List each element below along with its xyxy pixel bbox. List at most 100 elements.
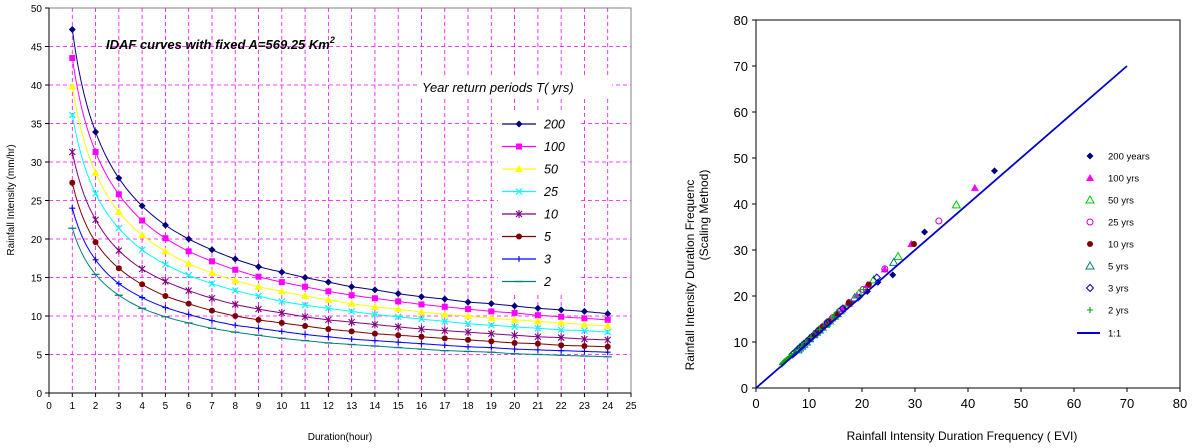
legend-item-100: 100 bbox=[502, 140, 565, 154]
series-200-point bbox=[68, 26, 76, 34]
series-100-point bbox=[185, 248, 192, 255]
y-tick-label: 40 bbox=[31, 81, 43, 92]
series-3-point bbox=[139, 294, 146, 301]
series-10-line bbox=[71, 151, 608, 341]
series-10 bbox=[68, 147, 612, 344]
series-5-point bbox=[488, 338, 495, 345]
legend-label: 25 yrs bbox=[1108, 218, 1134, 229]
series-50-point bbox=[580, 320, 589, 328]
series-10-point bbox=[441, 326, 449, 335]
series-200-point bbox=[348, 283, 356, 291]
legend-swatch-marker bbox=[1087, 307, 1093, 313]
y-tick-label: 0 bbox=[741, 381, 748, 396]
series-5-point bbox=[511, 339, 518, 346]
legend-label: 1:1 bbox=[1108, 329, 1121, 340]
series-10-yrs-point bbox=[845, 299, 852, 306]
series-10-yrs-point bbox=[910, 241, 917, 248]
series-1-1 bbox=[755, 65, 1128, 389]
series-5-point bbox=[325, 326, 332, 333]
idaf-line-chart: 0 1 2 3 4 5 6 7 8 9 10 11 12 13 14 15 16 17 18 19 20 21 22 23 24… bbox=[6, 4, 637, 443]
series-100-point bbox=[581, 315, 588, 322]
series-2-yrs-point bbox=[816, 326, 823, 333]
series-200 bbox=[68, 26, 612, 318]
legend-item-5-yrs: 5 yrs bbox=[1085, 260, 1129, 273]
y-tick-label: 80 bbox=[734, 13, 748, 28]
series-25-point bbox=[115, 224, 123, 232]
legend-swatch-marker bbox=[515, 165, 523, 172]
series-100-point bbox=[395, 298, 402, 305]
series-25-point bbox=[324, 304, 332, 312]
legend-item-50-yrs: 50 yrs bbox=[1085, 194, 1134, 207]
legend-item-5: 5 bbox=[502, 230, 551, 244]
y-tick-label: 5 bbox=[36, 351, 42, 362]
series-5-point bbox=[418, 333, 425, 340]
series-50-point bbox=[394, 305, 403, 313]
series-50-point bbox=[114, 208, 123, 216]
series-200-point bbox=[278, 268, 286, 276]
series-200-point bbox=[255, 263, 263, 271]
legend-label: 25 bbox=[543, 185, 558, 199]
x-tick-label: 25 bbox=[625, 401, 637, 412]
legend-label: 50 yrs bbox=[1108, 196, 1134, 207]
legend-title-box bbox=[418, 76, 612, 98]
legend-item-2: 2 bbox=[502, 275, 551, 289]
x-tick-label: 20 bbox=[509, 401, 521, 412]
x-tick-label: 4 bbox=[139, 401, 145, 412]
axes: 0 10 20 30 40 50 60 70 80 0 10 20 30 40 50 60 70 80 bbox=[734, 13, 1188, 411]
series-3-yrs-point bbox=[803, 336, 812, 346]
series-25-point bbox=[581, 327, 588, 335]
x-tick-label: 11 bbox=[300, 401, 311, 412]
series-3-point bbox=[208, 317, 215, 324]
legend-item-50: 50 bbox=[502, 163, 558, 177]
y-tick-label: 10 bbox=[734, 335, 748, 350]
legend-item-3: 3 bbox=[502, 253, 551, 267]
series-25-point bbox=[371, 311, 379, 318]
series-200-years-point bbox=[991, 167, 998, 175]
series-5-point bbox=[558, 342, 565, 349]
series-3-point bbox=[488, 344, 495, 351]
series-10-point bbox=[464, 328, 472, 337]
series-100-point bbox=[604, 316, 611, 323]
series-3-point bbox=[441, 342, 448, 349]
legend-swatch-marker bbox=[516, 233, 522, 240]
series-5-point bbox=[534, 340, 541, 347]
y-axis-label-line2: (Scaling Method) bbox=[697, 170, 711, 261]
series-50-point bbox=[231, 276, 240, 284]
series-25-point bbox=[534, 324, 542, 332]
series-50-point bbox=[91, 168, 100, 176]
y-tick-label: 25 bbox=[31, 197, 43, 208]
x-tick-label: 0 bbox=[752, 396, 759, 411]
series-100-yrs-point bbox=[880, 265, 889, 273]
series-5-line bbox=[71, 182, 608, 348]
series-50-point bbox=[161, 247, 170, 255]
series-200-point bbox=[580, 307, 588, 315]
series-3-point bbox=[581, 348, 588, 355]
x-tick-label: 10 bbox=[276, 401, 288, 412]
legend-swatch-marker bbox=[1086, 218, 1094, 226]
series-50-point bbox=[603, 322, 612, 330]
x-tick-label: 0 bbox=[46, 401, 52, 412]
legend-item-3-yrs: 3 yrs bbox=[1085, 284, 1129, 295]
series-5-point bbox=[371, 330, 378, 337]
legend-label: 10 yrs bbox=[1108, 240, 1134, 251]
series-100-point bbox=[92, 148, 99, 155]
x-tick-label: 16 bbox=[416, 401, 428, 412]
axes: 0 1 2 3 4 5 6 7 8 9 10 11 12 13 14 15 16 17 18 19 20 21 22 23 24… bbox=[31, 4, 637, 412]
legend-item-200: 200 bbox=[502, 118, 565, 132]
series-10-point bbox=[68, 147, 76, 156]
series-10-point bbox=[185, 286, 193, 295]
series-2-yrs-point bbox=[860, 286, 867, 293]
legend-label: 50 bbox=[544, 163, 558, 177]
legend-swatch-marker bbox=[1087, 241, 1093, 247]
y-axis-label-line1: Rainfall Intensity Duration Frequenc bbox=[683, 180, 697, 371]
legend-item-25-yrs: 25 yrs bbox=[1086, 218, 1134, 229]
x-tick-label: 60 bbox=[1067, 396, 1081, 411]
series-50-yrs-point bbox=[951, 199, 962, 209]
series-10-point bbox=[208, 294, 216, 303]
series-200-point bbox=[417, 293, 425, 301]
series-25-point bbox=[557, 326, 565, 334]
series-3-point bbox=[185, 311, 192, 318]
legend-item-25: 25 bbox=[502, 185, 558, 199]
series-3-point bbox=[465, 343, 472, 350]
series-100-point bbox=[465, 306, 472, 313]
